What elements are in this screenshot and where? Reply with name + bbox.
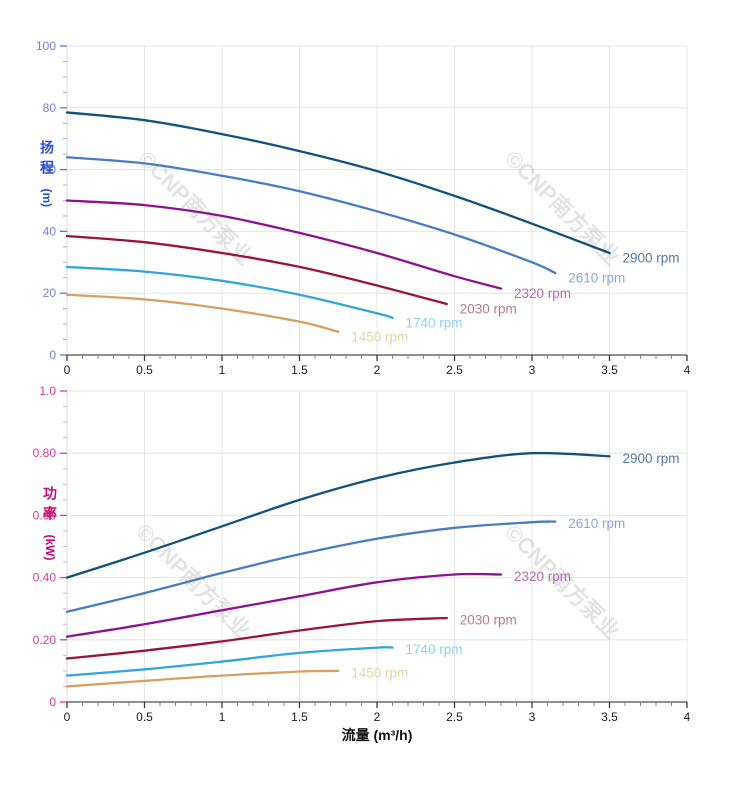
head-series-label-2610-rpm: 2610 rpm [568, 271, 625, 286]
head-x-tick-label: 3 [529, 363, 536, 377]
head-x-tick-label: 3.5 [601, 363, 618, 377]
power-x-tick-label: 0 [64, 710, 71, 724]
power-x-tick-label: 1 [219, 710, 226, 724]
head-x-tick-label: 2 [374, 363, 381, 377]
power-curve-2320-rpm [65, 572, 503, 638]
x-axis-title: 流量 (m³/h) [342, 727, 413, 743]
power-x-tick-label: 1.5 [291, 710, 308, 724]
power-series-label-1450-rpm: 1450 rpm [351, 665, 408, 680]
head-y-axis-title-char: 扬 [40, 140, 54, 156]
power-x-tick-label: 2.5 [446, 710, 463, 724]
power-series-label-2900-rpm: 2900 rpm [623, 451, 680, 466]
power-y-tick-label: 0.20 [33, 633, 57, 647]
power-series-label-2320-rpm: 2320 rpm [514, 569, 571, 584]
power-x-tick-label: 3 [529, 710, 536, 724]
head-series-label-2320-rpm: 2320 rpm [514, 286, 571, 301]
head-series-label-1450-rpm: 1450 rpm [351, 329, 408, 344]
power-y-tick-label: 0.40 [33, 571, 57, 585]
head-series-label-1740-rpm: 1740 rpm [406, 315, 463, 330]
power-curve-1450-rpm [65, 669, 340, 688]
head-x-tick-label: 1.5 [291, 363, 308, 377]
power-x-tick-label: 3.5 [601, 710, 618, 724]
head-y-tick-label: 100 [36, 39, 56, 53]
head-y-tick-label: 20 [43, 286, 57, 300]
head-x-tick-label: 2.5 [446, 363, 463, 377]
power-series-label-1740-rpm: 1740 rpm [406, 642, 463, 657]
power-y-axis-title-char: 功 [43, 486, 57, 502]
head-y-axis-title-char: 程 [40, 160, 54, 176]
head-x-tick-label: 4 [684, 363, 691, 377]
head-y-tick-label: 0 [49, 348, 56, 362]
head-curve-2320-rpm [65, 199, 503, 290]
power-series-label-2030-rpm: 2030 rpm [460, 613, 517, 628]
head-y-tick-label: 80 [43, 101, 57, 115]
power-curve-2030-rpm [65, 616, 448, 660]
power-y-axis-title-unit: (kW) [43, 535, 57, 561]
head-curve-2900-rpm [65, 111, 611, 255]
head-series-label-2900-rpm: 2900 rpm [623, 251, 680, 266]
power-curve-2610-rpm [65, 520, 557, 613]
head-curve-1740-rpm [65, 265, 394, 320]
head-y-axis-title-unit: (m) [40, 189, 54, 208]
power-x-tick-label: 4 [684, 710, 691, 724]
head-y-tick-label: 40 [43, 224, 57, 238]
power-y-tick-label: 0.60 [33, 508, 57, 522]
head-curve-1450-rpm [65, 293, 340, 333]
head-curve-2610-rpm [65, 156, 557, 275]
head-curve-2030-rpm [65, 234, 448, 306]
power-series-label-2610-rpm: 2610 rpm [568, 516, 625, 531]
power-x-tick-label: 2 [374, 710, 381, 724]
head-x-tick-label: 1 [219, 363, 226, 377]
head-y-tick-label: 60 [43, 163, 57, 177]
power-y-tick-label: 0.80 [33, 446, 57, 460]
power-x-tick-label: 0.5 [136, 710, 153, 724]
power-y-tick-label: 0 [49, 695, 56, 709]
power-curve-1740-rpm [65, 646, 394, 677]
power-y-tick-label: 1.0 [39, 384, 56, 398]
head-x-tick-label: 0 [64, 363, 71, 377]
power-y-axis-title-char: 率 [43, 506, 57, 522]
head-x-tick-label: 0.5 [136, 363, 153, 377]
power-curve-2900-rpm [65, 451, 611, 579]
head-series-label-2030-rpm: 2030 rpm [460, 302, 517, 317]
